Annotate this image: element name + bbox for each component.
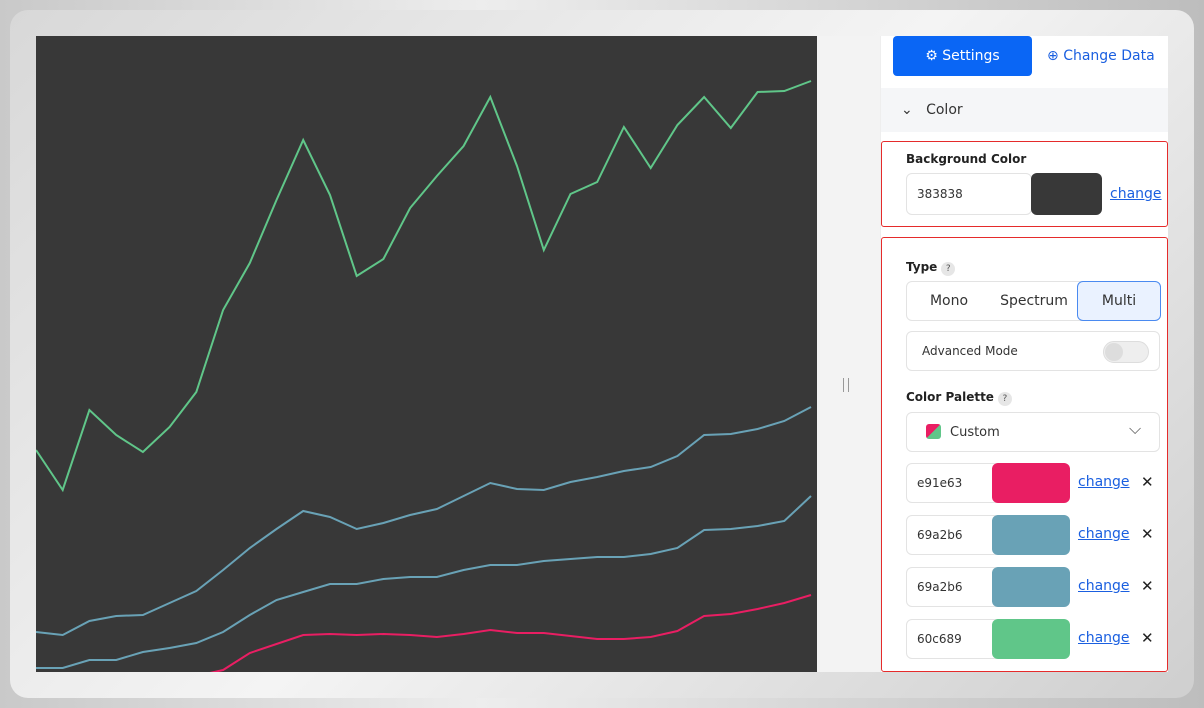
settings-panel: ⚙ Settings ⊕ Change Data ⌄ Color Backgro…	[880, 36, 1168, 672]
line	[209, 594, 812, 672]
type-option-selected[interactable]: Multi	[1077, 281, 1161, 321]
chart-background	[36, 36, 817, 672]
toggle-label: Advanced Mode	[922, 344, 1018, 358]
change-link[interactable]: change	[1110, 186, 1162, 202]
type-option[interactable]: Mono	[929, 293, 969, 309]
section-title: Color	[926, 102, 963, 118]
advanced-mode-row: Advanced Mode	[906, 331, 1160, 371]
help-icon[interactable]: ?	[997, 392, 1012, 406]
line	[36, 80, 812, 493]
line	[36, 406, 812, 637]
change-link[interactable]: change	[1078, 630, 1130, 646]
splitter-handle[interactable]	[843, 378, 849, 392]
color-swatch[interactable]	[992, 567, 1070, 607]
line	[36, 495, 812, 669]
color-swatch[interactable]	[992, 515, 1070, 555]
palette-icon	[926, 424, 941, 439]
chart	[36, 36, 817, 672]
app-window: ⚙ Settings ⊕ Change Data ⌄ Color Backgro…	[36, 36, 1168, 672]
tab-label: Settings	[942, 48, 1000, 64]
toggle[interactable]	[1103, 341, 1149, 363]
color-swatch[interactable]	[992, 619, 1070, 659]
palette-label: Color Palette	[906, 390, 994, 404]
remove-button[interactable]: ✕	[1141, 525, 1154, 543]
palette-dropdown[interactable]: Custom ⌵	[906, 412, 1160, 452]
change-link[interactable]: change	[1078, 474, 1130, 490]
remove-button[interactable]: ✕	[1141, 473, 1154, 491]
type-selector: Mono Spectrum Multi	[906, 281, 1161, 321]
remove-button[interactable]: ✕	[1141, 577, 1154, 595]
section-header[interactable]: ⌄ Color	[881, 88, 1168, 132]
hex-input[interactable]: 60c689	[906, 619, 1000, 659]
dropdown-arrow: ⌵	[1129, 419, 1142, 438]
change-link[interactable]: change	[1078, 578, 1130, 594]
field-label: Color Palette?	[906, 390, 1012, 406]
settings-tab[interactable]: ⚙ Settings	[893, 36, 1032, 76]
hex-input[interactable]: e91e63	[906, 463, 1000, 503]
type-option[interactable]: Spectrum	[1000, 293, 1068, 309]
tab-label: Change Data	[1063, 48, 1155, 64]
help-icon[interactable]: ?	[941, 262, 956, 276]
change-link[interactable]: change	[1078, 526, 1130, 542]
field-label: Type?	[906, 260, 956, 276]
splitter	[817, 36, 880, 672]
hex-input[interactable]: 69a2b6	[906, 567, 1000, 607]
remove-button[interactable]: ✕	[1141, 629, 1154, 647]
color-swatch[interactable]	[992, 463, 1070, 503]
dropdown-value: Custom	[950, 425, 1000, 440]
line-group	[36, 80, 812, 672]
highlight-box	[881, 141, 1168, 227]
field-label: Background Color	[906, 152, 1027, 166]
highlight-box	[881, 237, 1168, 672]
hex-input[interactable]: 69a2b6	[906, 515, 1000, 555]
color-swatch[interactable]	[1031, 173, 1102, 215]
change-data-tab[interactable]: ⊕ Change Data	[1047, 48, 1155, 64]
type-label: Type	[906, 260, 938, 274]
hex-input[interactable]: 383838	[906, 173, 1032, 215]
